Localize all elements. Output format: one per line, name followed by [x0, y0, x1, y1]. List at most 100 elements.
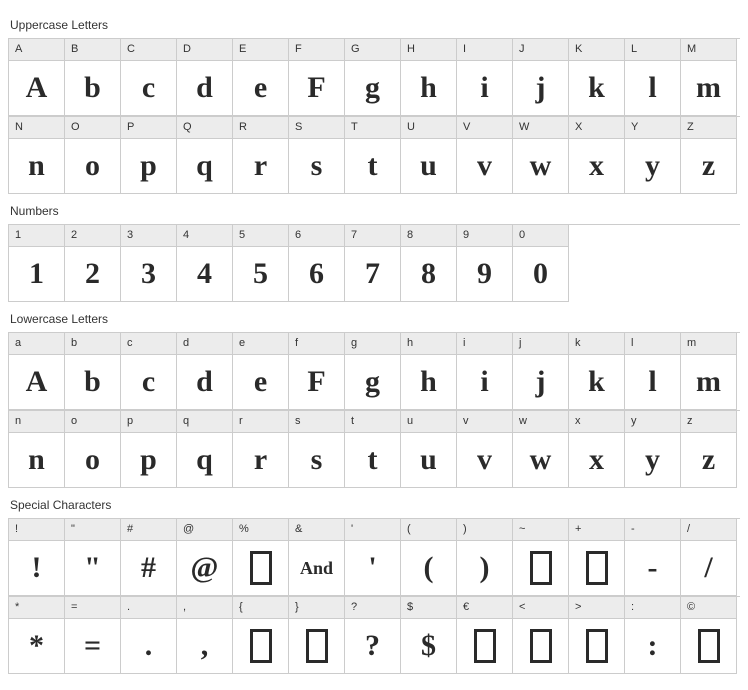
char-glyph: v — [457, 433, 512, 487]
char-cell: &And — [289, 519, 345, 596]
char-header: ! — [9, 519, 64, 541]
char-header: ~ — [513, 519, 568, 541]
char-glyph: v — [457, 139, 512, 193]
char-glyph — [569, 619, 624, 673]
char-glyph: c — [121, 61, 176, 115]
char-header: " — [65, 519, 120, 541]
char-glyph: s — [289, 433, 344, 487]
char-glyph: 4 — [177, 247, 232, 301]
empty-glyph-box — [530, 551, 552, 585]
char-cell: fF — [289, 333, 345, 410]
char-cell: cc — [121, 333, 177, 410]
char-row: **==..,,{}??$$€<>::© — [8, 596, 740, 674]
char-cell: aA — [9, 333, 65, 410]
char-glyph: 8 — [401, 247, 456, 301]
char-cell: ll — [625, 333, 681, 410]
char-cell: } — [289, 597, 345, 674]
char-header: T — [345, 117, 400, 139]
char-cell: oo — [65, 411, 121, 488]
char-header: m — [681, 333, 736, 355]
char-header: Z — [681, 117, 736, 139]
char-header: 7 — [345, 225, 400, 247]
char-header: G — [345, 39, 400, 61]
char-glyph — [233, 541, 288, 595]
char-glyph: : — [625, 619, 680, 673]
char-cell: + — [569, 519, 625, 596]
char-cell: ,, — [177, 597, 233, 674]
char-cell: 77 — [345, 225, 401, 302]
char-header: 9 — [457, 225, 512, 247]
char-glyph: 6 — [289, 247, 344, 301]
empty-glyph-box — [250, 629, 272, 663]
char-cell: rr — [233, 411, 289, 488]
char-header: I — [457, 39, 512, 61]
char-header: F — [289, 39, 344, 61]
char-header: 1 — [9, 225, 64, 247]
char-cell: // — [681, 519, 737, 596]
char-glyph: A — [9, 355, 64, 409]
char-glyph: m — [681, 61, 736, 115]
char-glyph: 1 — [9, 247, 64, 301]
char-header: J — [513, 39, 568, 61]
char-cell: dd — [177, 333, 233, 410]
char-glyph: l — [625, 61, 680, 115]
char-header: ? — [345, 597, 400, 619]
char-cell: == — [65, 597, 121, 674]
char-glyph: 3 — [121, 247, 176, 301]
char-cell: mm — [681, 333, 737, 410]
char-glyph — [513, 619, 568, 673]
char-glyph — [681, 619, 736, 673]
char-cell: 11 — [9, 225, 65, 302]
char-header: ( — [401, 519, 456, 541]
char-cell: Dd — [177, 39, 233, 116]
empty-glyph-box — [250, 551, 272, 585]
char-header: ) — [457, 519, 512, 541]
char-glyph: n — [9, 433, 64, 487]
char-glyph: x — [569, 433, 624, 487]
char-header: H — [401, 39, 456, 61]
char-header: u — [401, 411, 456, 433]
char-header: 0 — [513, 225, 568, 247]
char-cell: zz — [681, 411, 737, 488]
char-header: z — [681, 411, 736, 433]
char-header: . — [121, 597, 176, 619]
char-glyph: u — [401, 139, 456, 193]
empty-glyph-box — [474, 629, 496, 663]
char-glyph: x — [569, 139, 624, 193]
char-cell: < — [513, 597, 569, 674]
char-glyph: i — [457, 61, 512, 115]
char-row: !!""##@@%&And''(())~+--// — [8, 518, 740, 596]
char-cell: Qq — [177, 117, 233, 194]
char-cell: Vv — [457, 117, 513, 194]
char-cell: Nn — [9, 117, 65, 194]
char-cell: hh — [401, 333, 457, 410]
char-row: AABbCcDdEeFFGgHhIiJjKkLlMm — [8, 38, 740, 116]
char-cell: AA — [9, 39, 65, 116]
char-header: K — [569, 39, 624, 61]
char-cell: uu — [401, 411, 457, 488]
char-header: s — [289, 411, 344, 433]
char-header: } — [289, 597, 344, 619]
char-header: y — [625, 411, 680, 433]
char-glyph: 9 — [457, 247, 512, 301]
char-header: < — [513, 597, 568, 619]
char-glyph: b — [65, 61, 120, 115]
char-header: h — [401, 333, 456, 355]
char-header: E — [233, 39, 288, 61]
char-header: Y — [625, 117, 680, 139]
char-cell: kk — [569, 333, 625, 410]
char-header: D — [177, 39, 232, 61]
char-cell: Ss — [289, 117, 345, 194]
section-title: Special Characters — [10, 498, 740, 512]
char-cell: Xx — [569, 117, 625, 194]
char-cell: Ll — [625, 39, 681, 116]
char-glyph: F — [289, 61, 344, 115]
char-glyph: r — [233, 139, 288, 193]
char-glyph: h — [401, 61, 456, 115]
char-glyph: F — [289, 355, 344, 409]
char-glyph — [289, 619, 344, 673]
char-glyph: ( — [401, 541, 456, 595]
char-cell: Ww — [513, 117, 569, 194]
char-cell: '' — [345, 519, 401, 596]
char-cell: tt — [345, 411, 401, 488]
